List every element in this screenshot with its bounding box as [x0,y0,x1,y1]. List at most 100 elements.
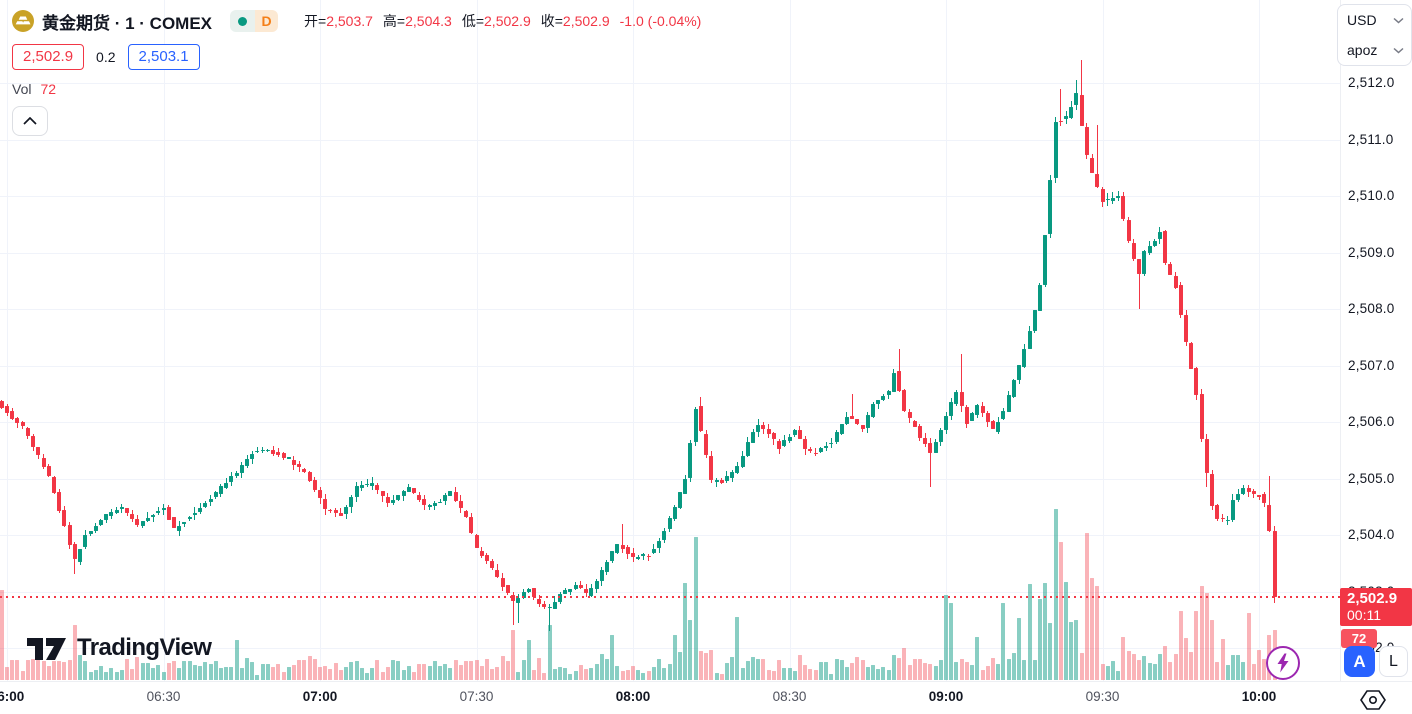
volume-bar [735,617,740,680]
volume-bar [829,673,834,680]
volume-bar [396,660,401,680]
volume-bar [1241,661,1246,680]
candle [156,511,161,513]
volume-bar [338,670,343,680]
volume-bar [552,668,557,680]
candle [756,424,761,433]
candle [651,548,656,554]
candle-wick [1268,475,1270,533]
sell-price-button[interactable]: 2,502.9 [12,43,85,70]
volume-bar [620,671,625,680]
candle [787,437,792,441]
gridline-horizontal [0,309,1340,310]
volume-bar [443,663,448,680]
candle-wick [815,448,817,456]
volume-bar [646,671,651,680]
gridline-horizontal [0,252,1340,254]
candle [10,410,15,419]
time-axis-label: 08:30 [772,689,807,704]
volume-bar [1105,666,1110,680]
candle [239,465,244,473]
volume-bar [709,650,714,680]
candle [130,514,135,520]
gridline-horizontal [0,591,1340,593]
last-price-axis-label[interactable]: 2,502.9 00:11 [1340,588,1412,626]
volume-bar [871,664,875,680]
volume-bar [991,657,995,680]
volume-bar [698,651,703,680]
bar-countdown: 00:11 [1347,607,1381,623]
tradingview-logo[interactable]: TradingView [26,633,212,663]
unit-value: apoz [1347,42,1378,58]
candle [187,516,192,520]
candle [1178,284,1183,315]
candle [667,518,672,530]
symbol-title[interactable]: 黄金期货 · 1 · COMEX [42,13,213,33]
gridline-horizontal [0,535,1340,536]
volume-bar [218,668,223,680]
candle-wick [382,491,384,502]
volume-bar [938,659,943,680]
volume-bar [897,657,902,680]
candle [1241,488,1246,495]
volume-bar [547,625,552,680]
candle [396,494,401,501]
scales-settings-button[interactable] [1359,688,1387,712]
candle [563,590,568,594]
candle [177,526,182,531]
candle [693,408,698,442]
candle [907,412,912,419]
chart-legend: 黄金期货 · 1 · COMEX D 开=2,503.7 高=2,504.3 低… [12,8,701,136]
candle [537,598,542,605]
candle [354,486,359,498]
buy-price-button[interactable]: 2,503.1 [127,43,200,70]
candle [385,497,390,504]
interval-status-pill[interactable]: D [230,10,279,32]
candle [208,499,213,503]
volume-bar [385,667,390,680]
volume-bar [714,673,719,680]
gridline-horizontal [0,422,1340,423]
log-scale-button[interactable]: L [1379,646,1408,677]
volume-bar [1184,638,1188,680]
volume-bar [161,671,166,680]
volume-bar [52,661,56,680]
candle [93,526,98,531]
volume-bar [297,660,302,680]
volume-bar [975,637,980,680]
volume-bar [891,655,896,680]
currency-dropdown[interactable]: USD [1338,5,1411,35]
candle [970,413,975,421]
collapse-legend-button[interactable] [12,106,48,136]
candle [724,476,729,481]
instant-order-button[interactable] [1266,646,1300,680]
volume-bar [406,665,411,680]
candle [78,548,82,562]
unit-dropdown[interactable]: apoz [1338,35,1411,65]
volume-bar [166,663,171,680]
price-axis-label: 2,504.0 [1348,527,1395,542]
candle [1027,331,1032,349]
volume-bar [458,665,463,680]
volume-bar [792,671,797,680]
candle [594,581,599,589]
candle [1121,195,1126,219]
candle [98,519,103,525]
volume-bar [31,658,36,680]
candle [432,503,437,506]
gridline-horizontal [0,648,1340,649]
candle [375,484,380,491]
ohlc-readout: 开=2,503.7 高=2,504.3 低=2,502.9 收=2,502.9 … [304,11,701,31]
candle [792,430,797,436]
volume-bar [839,659,844,680]
candle [688,442,693,479]
volume-bar [521,660,526,680]
auto-scale-button[interactable]: A [1344,646,1375,677]
volume-bar [568,673,573,680]
volume-bar [745,661,750,680]
candle [135,519,140,526]
candle [886,391,891,395]
candle [740,455,745,468]
gridline-horizontal [0,365,1340,367]
volume-bar [349,662,354,680]
